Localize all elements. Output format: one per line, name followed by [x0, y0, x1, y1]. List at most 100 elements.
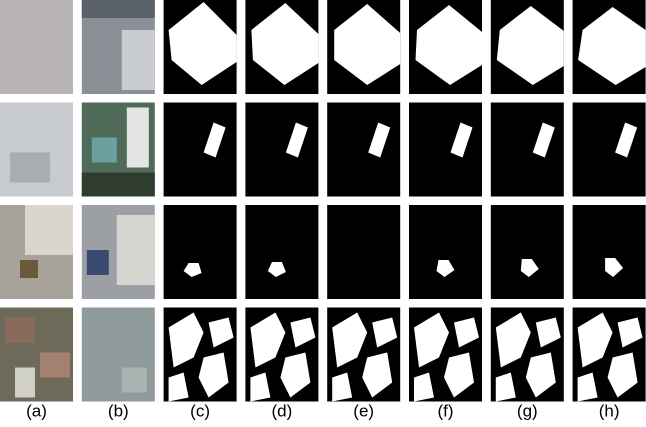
- image-tile: [572, 102, 646, 197]
- image-tile: [572, 205, 646, 299]
- mask-region: [525, 352, 556, 398]
- image-tile: [0, 307, 73, 402]
- image-tile: [163, 307, 237, 402]
- mask-region: [496, 6, 564, 85]
- image-tile: [490, 205, 564, 299]
- mask-region: [535, 317, 561, 348]
- image-tile: [163, 205, 237, 299]
- subfigure-label: (e): [353, 401, 374, 420]
- mask-background: [327, 205, 401, 299]
- image-tile: [245, 205, 319, 299]
- mask-region: [290, 317, 316, 348]
- subfigure-label: (g): [517, 401, 538, 420]
- image-tile: [81, 102, 155, 197]
- mask-region: [577, 312, 613, 368]
- image-tile: [0, 205, 73, 299]
- mask-background: [490, 102, 564, 197]
- photo-detail: [121, 30, 155, 90]
- mask-background: [490, 205, 564, 299]
- subfigure-label: (f): [437, 401, 453, 420]
- image-tile: [490, 0, 564, 94]
- image-tile: [0, 0, 73, 94]
- mask-region: [168, 372, 189, 402]
- photo-detail: [15, 367, 35, 398]
- mask-region: [577, 372, 598, 402]
- mask-region: [450, 122, 473, 158]
- photo-detail: [81, 172, 155, 197]
- image-tile: [327, 205, 401, 299]
- subfigure-label: (d): [272, 401, 293, 420]
- image-tile: [409, 307, 482, 402]
- mask-region: [495, 372, 516, 402]
- mask-region: [280, 352, 311, 398]
- mask-region: [168, 2, 237, 85]
- image-tile: [409, 0, 482, 94]
- mask-region: [250, 312, 286, 368]
- mask-background: [163, 102, 237, 197]
- mask-region: [368, 122, 391, 158]
- mask-region: [444, 352, 474, 398]
- mask-region: [332, 312, 368, 368]
- photo-detail: [121, 367, 147, 393]
- mask-region: [605, 258, 624, 277]
- image-tile: [163, 102, 237, 197]
- mask-region: [198, 352, 229, 398]
- photo-detail: [126, 107, 149, 168]
- photo-detail: [20, 260, 38, 278]
- mask-region: [607, 352, 638, 398]
- mask-region: [285, 122, 308, 158]
- photo-detail: [40, 352, 70, 378]
- photo-detail: [91, 137, 117, 163]
- image-tile: [327, 0, 401, 94]
- image-tile: [163, 0, 237, 94]
- image-grid: [0, 0, 646, 402]
- subfigure-label: (h): [599, 401, 620, 420]
- photo-detail: [5, 317, 35, 343]
- mask-region: [415, 5, 482, 85]
- subfigure-label: (a): [26, 401, 47, 420]
- image-tile: [245, 307, 319, 402]
- image-tile: [245, 0, 319, 94]
- mask-region: [334, 4, 401, 85]
- subfigure-label: (b): [108, 401, 129, 420]
- photo-detail: [25, 205, 73, 255]
- image-tile: [81, 0, 155, 94]
- mask-background: [245, 102, 319, 197]
- photo-detail: [116, 215, 155, 285]
- mask-region: [615, 122, 638, 158]
- mask-region: [362, 352, 393, 398]
- photo-detail: [81, 0, 155, 18]
- photo-detail: [10, 152, 50, 183]
- mask-region: [208, 317, 234, 348]
- image-tile: [81, 205, 155, 299]
- image-tile: [0, 102, 73, 197]
- mask-region: [332, 372, 353, 402]
- mask-background: [409, 205, 482, 299]
- mask-region: [250, 372, 271, 402]
- subfigure-label: (c): [190, 401, 210, 420]
- aerial-photo: [0, 0, 73, 94]
- mask-region: [414, 312, 449, 368]
- mask-region: [183, 263, 202, 277]
- mask-region: [532, 122, 555, 158]
- mask-background: [163, 205, 237, 299]
- mask-region: [251, 3, 319, 85]
- mask-background: [409, 102, 482, 197]
- image-tile: [490, 102, 564, 197]
- image-tile: [572, 307, 646, 402]
- image-tile: [409, 205, 482, 299]
- mask-region: [454, 317, 479, 348]
- image-tile: [327, 102, 401, 197]
- mask-region: [372, 317, 398, 348]
- image-tile: [327, 307, 401, 402]
- mask-region: [414, 372, 434, 402]
- image-tile: [409, 102, 482, 197]
- mask-background: [572, 205, 646, 299]
- mask-region: [578, 7, 646, 85]
- image-tile: [81, 307, 155, 402]
- photo-detail: [86, 250, 109, 275]
- mask-background: [245, 205, 319, 299]
- mask-region: [436, 260, 455, 277]
- mask-region: [168, 312, 204, 368]
